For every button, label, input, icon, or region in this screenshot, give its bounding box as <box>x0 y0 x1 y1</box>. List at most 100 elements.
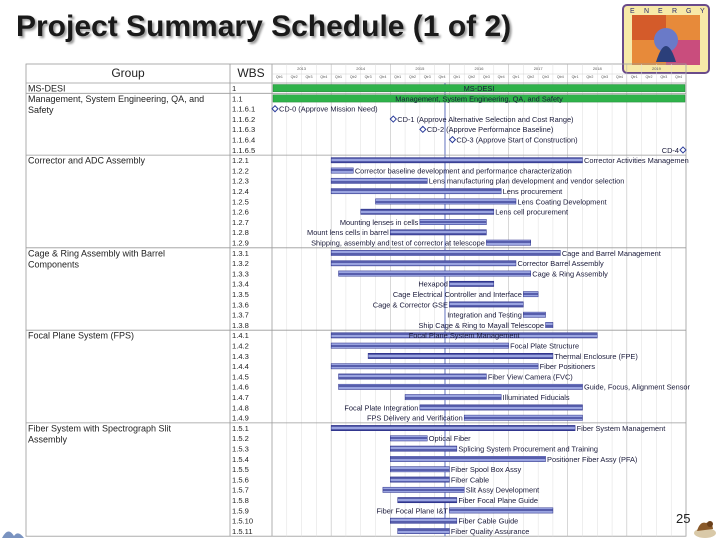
group-name: Focal Plane System (FPS) <box>28 331 134 341</box>
wbs-code: 1.1.6.1 <box>232 105 255 114</box>
schedule-row: 1.3.3 Cage & Ring Assembly <box>232 269 608 278</box>
schedule-row: 1.2.8 Mount lens cells in barrel <box>232 228 487 237</box>
task-label: Lens procurement <box>503 187 563 196</box>
task-bar <box>397 497 458 504</box>
schedule-row: 1.4.6 Guide, Focus, Alignment Sensor <box>232 383 691 392</box>
task-label: Mounting lenses in cells <box>340 218 419 227</box>
schedule-row: 1.3.6 Cage & Corrector GSE <box>232 300 524 309</box>
quarter-label: Qtr1 <box>453 75 460 79</box>
wbs-header: WBS <box>237 66 264 80</box>
wbs-code: 1.1.6.4 <box>232 136 255 145</box>
task-label: Management, System Engineering, QA, and … <box>395 94 563 103</box>
summary-bar <box>272 94 686 103</box>
task-label: Corrector Activities Managemen <box>584 156 689 165</box>
quarter-label: Qtr4 <box>616 75 623 79</box>
task-bar <box>330 157 583 164</box>
milestone-marker <box>448 135 457 144</box>
task-label: Fiber Cable <box>451 475 489 484</box>
wbs-code: 1.3.4 <box>232 280 249 289</box>
schedule-row: 1.1.6.3 CD-2 (Approve Performance Baselin… <box>232 125 553 134</box>
task-bar <box>449 507 554 514</box>
milestone-marker <box>389 115 397 123</box>
task-label: Fiber Cable Guide <box>458 517 518 526</box>
schedule-row: 1.3.4 Hexapod <box>232 280 495 289</box>
task-bar <box>330 363 539 370</box>
quarter-label: Qtr3 <box>601 75 608 79</box>
task-bar <box>523 291 539 298</box>
quarter-label: Qtr2 <box>468 75 475 79</box>
wbs-code: 1.4.7 <box>232 393 249 402</box>
logo-letter: N <box>644 8 649 15</box>
task-bar <box>338 270 531 277</box>
schedule-row: 1.1.6.5 CD-4 <box>232 146 687 155</box>
task-label: Lens manufacturing plan development and … <box>429 177 625 186</box>
task-bar <box>449 280 495 287</box>
wbs-code: 1.4.5 <box>232 372 249 381</box>
schedule-row: 1.3.5 Cage Electrical Controller and Inte… <box>232 290 539 299</box>
quarter-label: Qtr3 <box>542 75 549 79</box>
schedule-row: 1.5.11 Fiber Quality Assurance <box>232 527 529 536</box>
wbs-code: 1.4.6 <box>232 383 249 392</box>
quarter-label: Qtr3 <box>365 75 372 79</box>
wbs-code: 1.3.3 <box>232 269 249 278</box>
task-label: Cage and Barrel Management <box>562 249 661 258</box>
table-frame <box>25 63 687 537</box>
task-bar <box>463 414 583 421</box>
logo-letter: R <box>672 8 677 15</box>
task-bar <box>545 322 554 328</box>
task-label: Lens Coating Development <box>517 197 606 206</box>
wbs-code: 1.2.4 <box>232 187 249 196</box>
task-bar <box>330 177 428 184</box>
task-label: Fiber Focal Plane I&T <box>376 506 448 515</box>
schedule-row: 1.4.7 Illuminated Fiducials <box>232 393 570 402</box>
task-label: CD-2 (Approve Performance Baseline) <box>427 125 554 134</box>
wbs-code: 1.4.9 <box>232 414 249 423</box>
quarter-label: Qtr4 <box>675 75 682 79</box>
wbs-code: 1.3.6 <box>232 300 249 309</box>
task-bar <box>449 301 524 308</box>
schedule-row: 1.5.8 Fiber Focal Plane Guide <box>232 496 538 505</box>
wbs-code: 1.2.9 <box>232 239 249 248</box>
task-label: Fiber Positioners <box>540 362 596 371</box>
task-label: Integration and Testing <box>447 311 522 320</box>
wbs-code: 1 <box>232 84 236 93</box>
task-label: Lens cell procurement <box>495 208 568 217</box>
task-bar <box>375 198 517 205</box>
quarter-label: Qtr4 <box>439 75 446 79</box>
logo-letter: Y <box>700 8 705 15</box>
schedule-row: 1.4.8 Focal Plate Integration <box>232 403 583 412</box>
task-label: Ship Cage & Ring to Mayall Telescope <box>418 321 544 330</box>
task-bar <box>338 373 487 380</box>
wbs-code: 1.5.10 <box>232 517 253 526</box>
year-label: 2015 <box>415 66 425 71</box>
quarter-label: Qtr2 <box>586 75 593 79</box>
logo-letter: G <box>686 8 691 15</box>
task-label: Cage Electrical Controller and Interface <box>393 290 522 299</box>
task-bar <box>338 383 583 390</box>
quarter-label: Qtr1 <box>394 75 401 79</box>
task-label: Shipping, assembly and test of corrector… <box>311 239 485 248</box>
quarter-label: Qtr1 <box>335 75 342 79</box>
task-label: Focal Plane System Management <box>409 331 520 340</box>
schedule-row: 1.5.1 Fiber System Management <box>232 424 665 433</box>
task-bar <box>330 425 576 431</box>
task-bar <box>330 250 561 256</box>
task-label: Illuminated Fiducials <box>503 393 570 402</box>
task-label: Thermal Enclosure (FPE) <box>554 352 637 361</box>
task-label: MS-DESI <box>464 84 495 93</box>
schedule-row: 1.4.1 Focal Plane System Management <box>232 331 598 340</box>
dog-mascot-icon <box>694 521 716 538</box>
schedule-row: 1.4.3 Thermal Enclosure (FPE) <box>232 352 638 361</box>
schedule-row: 1.2.7 Mounting lenses in cells <box>232 218 487 227</box>
task-label: CD-0 (Approve Mission Need) <box>279 105 378 114</box>
wbs-code: 1.5.3 <box>232 445 249 454</box>
task-label: Fiber Spool Box Assy <box>451 465 522 474</box>
quarter-label: Qtr4 <box>557 75 564 79</box>
schedule-row: 1.5.6 Fiber Cable <box>232 475 489 484</box>
quarter-label: Qtr4 <box>320 75 327 79</box>
wbs-code: 1.2.6 <box>232 208 249 217</box>
wbs-code: 1.5.9 <box>232 506 249 515</box>
energy-logo-icon: E N E R G Y <box>622 4 710 74</box>
logo-letter: E <box>658 8 663 15</box>
task-label: CD-3 (Approve Start of Construction) <box>456 136 577 145</box>
